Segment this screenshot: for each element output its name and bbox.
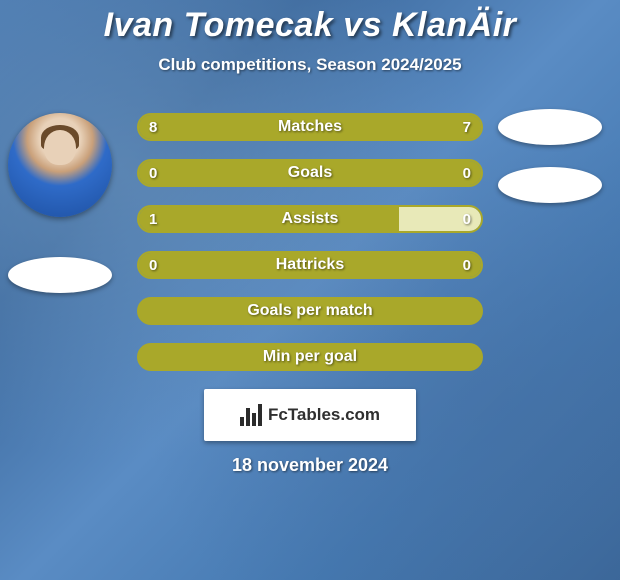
watermark-badge: FcTables.com — [204, 389, 416, 441]
bar-chart-icon — [240, 404, 262, 426]
player-right-club-badge — [498, 167, 602, 203]
stat-value-left: 0 — [149, 161, 179, 185]
stat-value-left: 0 — [149, 253, 179, 277]
watermark-text: FcTables.com — [268, 405, 380, 425]
page-subtitle: Club competitions, Season 2024/2025 — [158, 55, 461, 75]
stat-value-right: 0 — [441, 161, 471, 185]
player-left-avatars — [8, 113, 112, 293]
stat-value-left: 8 — [149, 115, 179, 139]
stat-label: Goals per match — [139, 299, 481, 323]
player-left-club-badge — [8, 257, 112, 293]
stat-row: Matches8 7 — [137, 113, 483, 141]
page-title: Ivan Tomecak vs KlanÄir — [104, 6, 517, 45]
stat-value-right: 0 — [441, 253, 471, 277]
stat-row: Assists1 0 — [137, 205, 483, 233]
stat-row: Min per goal — [137, 343, 483, 371]
stat-row: Goals per match — [137, 297, 483, 325]
player-right-avatars — [498, 113, 602, 203]
stats-area: Matches87Goals00Assists10Hattricks00Goal… — [0, 113, 620, 371]
stat-row: Goals0 0 — [137, 159, 483, 187]
player-right-photo-placeholder — [498, 109, 602, 145]
stat-value-left: 1 — [149, 207, 179, 231]
stat-label: Assists — [139, 207, 481, 231]
stat-label: Hattricks — [139, 253, 481, 277]
date-label: 18 november 2024 — [232, 455, 388, 476]
stat-label: Min per goal — [139, 345, 481, 369]
stat-row: Hattricks0 0 — [137, 251, 483, 279]
stat-value-right: 7 — [441, 115, 471, 139]
player-left-photo — [8, 113, 112, 217]
stat-label: Goals — [139, 161, 481, 185]
comparison-card: Ivan Tomecak vs KlanÄir Club competition… — [0, 0, 620, 580]
stat-bars: Matches87Goals00Assists10Hattricks00Goal… — [137, 113, 483, 371]
stat-value-right: 0 — [441, 207, 471, 231]
stat-label: Matches — [139, 115, 481, 139]
